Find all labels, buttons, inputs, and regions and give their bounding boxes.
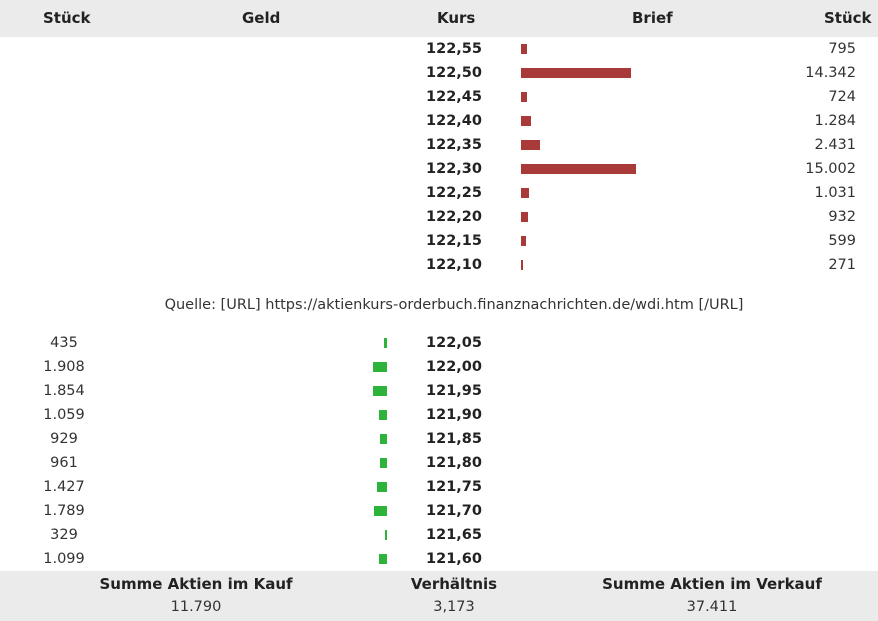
- ask-volume-bar: [521, 188, 529, 198]
- ask-quantity: 2.431: [814, 137, 856, 153]
- bid-row: 1.854 121,95: [0, 379, 878, 403]
- summary-footer: Summe Aktien im Kauf 11.790 Verhältnis 3…: [0, 571, 878, 621]
- ask-volume-bar: [521, 92, 527, 102]
- ask-quantity: 599: [828, 233, 856, 249]
- orderbook-header: Stück Geld Kurs Brief Stück: [0, 0, 878, 37]
- ask-row: 122,45 724: [0, 85, 878, 109]
- bid-row: 1.908 122,00: [0, 355, 878, 379]
- header-ask-qty: Stück: [824, 9, 872, 27]
- bid-price: 121,65: [426, 527, 482, 543]
- bid-price: 121,70: [426, 503, 482, 519]
- ask-row: 122,30 15.002: [0, 157, 878, 181]
- ask-row: 122,55 795: [0, 37, 878, 61]
- header-price: Kurs: [437, 9, 476, 27]
- bid-row: 1.427 121,75: [0, 475, 878, 499]
- ask-price: 122,50: [426, 65, 482, 81]
- ask-row: 122,40 1.284: [0, 109, 878, 133]
- ask-price: 122,45: [426, 89, 482, 105]
- bid-quantity: 1.789: [43, 503, 85, 519]
- ask-volume-bar: [521, 44, 527, 54]
- bid-quantity: 435: [50, 335, 78, 351]
- header-bid-qty: Stück: [43, 9, 91, 27]
- bid-price: 121,95: [426, 383, 482, 399]
- bid-row: 1.789 121,70: [0, 499, 878, 523]
- source-note: Quelle: [URL] https://aktienkurs-orderbu…: [164, 297, 744, 313]
- bid-quantity: 1.059: [43, 407, 85, 423]
- ask-price: 122,20: [426, 209, 482, 225]
- ask-volume-bar: [521, 140, 540, 150]
- ask-quantity: 15.002: [805, 161, 856, 177]
- ask-price: 122,25: [426, 185, 482, 201]
- bid-volume-bar: [379, 410, 387, 420]
- sum-buy-value: 11.790: [170, 599, 222, 615]
- bid-quantity: 1.099: [43, 551, 85, 567]
- ask-price: 122,10: [426, 257, 482, 273]
- bid-price: 121,60: [426, 551, 482, 567]
- ask-price: 122,30: [426, 161, 482, 177]
- ratio-label: Verhältnis: [410, 575, 498, 593]
- bid-price: 122,00: [426, 359, 482, 375]
- ask-row: 122,35 2.431: [0, 133, 878, 157]
- ratio: Verhältnis 3,173: [394, 571, 514, 618]
- header-ask: Brief: [632, 9, 673, 27]
- bid-quantity: 1.854: [43, 383, 85, 399]
- ask-volume-bar: [521, 116, 531, 126]
- ask-quantity: 1.031: [814, 185, 856, 201]
- ask-quantity: 795: [828, 41, 856, 57]
- bid-row: 929 121,85: [0, 427, 878, 451]
- bid-row: 1.099 121,60: [0, 547, 878, 571]
- ask-volume-bar: [521, 68, 631, 78]
- header-bid: Geld: [242, 9, 281, 27]
- ask-row: 122,10 271: [0, 253, 878, 277]
- bid-volume-bar: [379, 554, 387, 564]
- ask-volume-bar: [521, 260, 523, 270]
- ask-price: 122,15: [426, 233, 482, 249]
- bid-price: 121,75: [426, 479, 482, 495]
- sum-sell: Summe Aktien im Verkauf 37.411: [592, 571, 832, 618]
- bid-price: 121,80: [426, 455, 482, 471]
- bid-volume-bar: [380, 458, 387, 468]
- bid-volume-bar: [384, 338, 387, 348]
- bid-row: 1.059 121,90: [0, 403, 878, 427]
- bid-price: 121,85: [426, 431, 482, 447]
- bid-price: 121,90: [426, 407, 482, 423]
- ask-quantity: 271: [828, 257, 856, 273]
- ask-price: 122,35: [426, 137, 482, 153]
- bid-quantity: 329: [50, 527, 78, 543]
- sum-buy-label: Summe Aktien im Kauf: [99, 575, 293, 593]
- bid-price: 122,05: [426, 335, 482, 351]
- bid-volume-bar: [373, 386, 387, 396]
- sum-buy: Summe Aktien im Kauf 11.790: [86, 571, 306, 618]
- ask-volume-bar: [521, 236, 526, 246]
- ask-quantity: 14.342: [805, 65, 856, 81]
- bid-volume-bar: [373, 362, 387, 372]
- bid-volume-bar: [385, 530, 387, 540]
- bid-quantity: 1.908: [43, 359, 85, 375]
- ask-quantity: 1.284: [814, 113, 856, 129]
- ask-row: 122,50 14.342: [0, 61, 878, 85]
- bid-volume-bar: [377, 482, 387, 492]
- bid-volume-bar: [374, 506, 387, 516]
- bid-row: 435 122,05: [0, 331, 878, 355]
- bid-row: 329 121,65: [0, 523, 878, 547]
- sum-sell-label: Summe Aktien im Verkauf: [602, 575, 822, 593]
- ask-volume-bar: [521, 164, 636, 174]
- ask-quantity: 932: [828, 209, 856, 225]
- bid-quantity: 961: [50, 455, 78, 471]
- ask-price: 122,55: [426, 41, 482, 57]
- ask-quantity: 724: [828, 89, 856, 105]
- bid-volume-bar: [380, 434, 387, 444]
- ratio-value: 3,173: [433, 599, 475, 615]
- ask-row: 122,25 1.031: [0, 181, 878, 205]
- ask-volume-bar: [521, 212, 528, 222]
- bid-quantity: 1.427: [43, 479, 85, 495]
- ask-price: 122,40: [426, 113, 482, 129]
- bid-quantity: 929: [50, 431, 78, 447]
- ask-row: 122,20 932: [0, 205, 878, 229]
- ask-row: 122,15 599: [0, 229, 878, 253]
- sum-sell-value: 37.411: [686, 599, 738, 615]
- bid-row: 961 121,80: [0, 451, 878, 475]
